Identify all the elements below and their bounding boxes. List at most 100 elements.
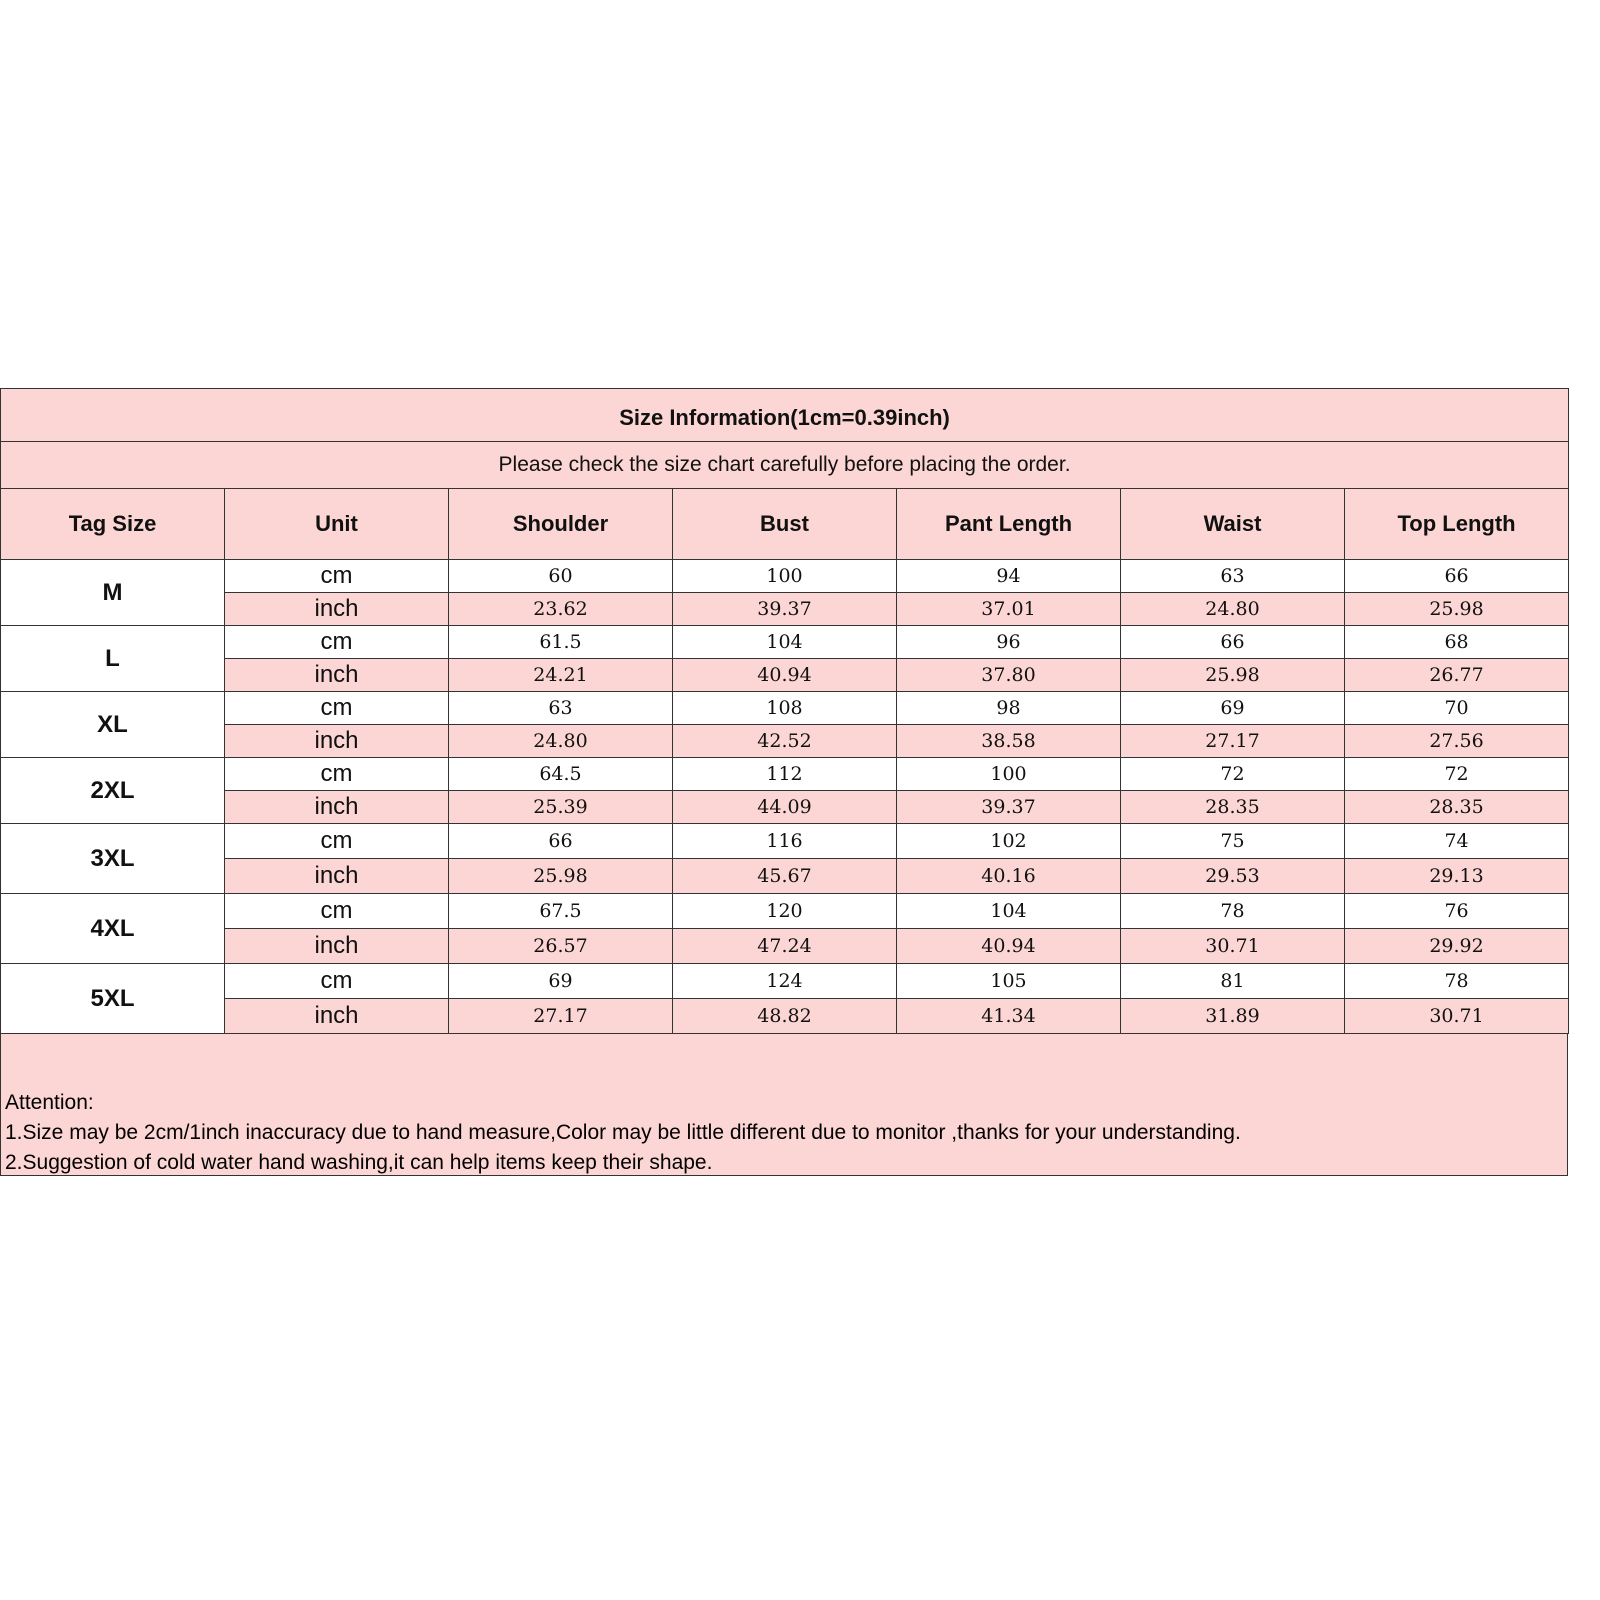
measurement: 124 — [672, 963, 897, 999]
measurement: 100 — [672, 559, 897, 593]
measurement: 31.89 — [1120, 998, 1345, 1034]
measurement: 45.67 — [672, 858, 897, 894]
measurement: 68 — [1343, 625, 1570, 659]
data-row: 2XL cm 64.5 112 100 72 72 — [0, 757, 1570, 824]
measurement: 25.98 — [1120, 658, 1345, 692]
measurement: 104 — [672, 625, 897, 659]
unit: cm — [224, 625, 449, 659]
measurement: 64.5 — [448, 757, 673, 791]
measurement: 48.82 — [672, 998, 897, 1034]
tag-size: 5XL — [0, 963, 225, 1034]
measurement: 41.34 — [896, 998, 1121, 1034]
unit: cm — [224, 963, 449, 999]
title: Size Information(1cm=0.39inch) — [0, 388, 1570, 442]
measurement: 66 — [448, 823, 673, 859]
measurement: 102 — [896, 823, 1121, 859]
measurement: 100 — [896, 757, 1121, 791]
measurement: 61.5 — [448, 625, 673, 659]
measurement: 29.13 — [1343, 858, 1570, 894]
data-row: 3XL cm 66 116 102 75 74 — [0, 823, 1570, 894]
data-row: inch 24.80 42.52 38.58 27.17 27.56 — [1, 724, 1570, 758]
unit: cm — [224, 823, 449, 859]
measurement: 29.92 — [1343, 928, 1570, 964]
note-item: 1.Size may be 2cm/1inch inaccuracy due t… — [5, 1121, 1241, 1144]
measurement: 25.39 — [448, 790, 673, 824]
measurement: 66 — [1120, 625, 1345, 659]
measurement: 26.57 — [448, 928, 673, 964]
measurement: 23.62 — [448, 592, 673, 626]
measurement: 38.58 — [896, 724, 1121, 758]
measurement: 27.17 — [1120, 724, 1345, 758]
tag-size: 3XL — [0, 823, 225, 894]
measurement: 27.17 — [448, 998, 673, 1034]
subtitle: Please check the size chart carefully be… — [0, 441, 1570, 489]
measurement: 24.80 — [448, 724, 673, 758]
measurement: 25.98 — [1343, 592, 1570, 626]
measurement: 44.09 — [672, 790, 897, 824]
column-header: Top Length — [1343, 488, 1570, 560]
measurement: 39.37 — [896, 790, 1121, 824]
measurement: 98 — [896, 691, 1121, 725]
measurement: 104 — [896, 893, 1121, 929]
column-header: Pant Length — [896, 488, 1121, 560]
notes: Attention: 1.Size may be 2cm/1inch inacc… — [0, 1034, 1568, 1176]
measurement: 66 — [1343, 559, 1570, 593]
tag-size: M — [0, 559, 225, 626]
measurement: 42.52 — [672, 724, 897, 758]
unit: inch — [224, 724, 449, 758]
unit: inch — [224, 790, 449, 824]
measurement: 37.01 — [896, 592, 1121, 626]
size-table: Size Information(1cm=0.39inch) Please ch… — [0, 388, 1570, 1034]
data-row: inch 24.21 40.94 37.80 25.98 26.77 — [1, 658, 1570, 692]
title-row: Size Information(1cm=0.39inch) — [0, 388, 1570, 442]
notes-heading: Attention: — [5, 1091, 94, 1114]
unit: inch — [224, 858, 449, 894]
measurement: 29.53 — [1120, 858, 1345, 894]
data-row: XL cm 63 108 98 69 70 — [0, 691, 1570, 758]
data-row: 4XL cm 67.5 120 104 78 76 — [0, 893, 1570, 964]
size-chart: Size Information(1cm=0.39inch) Please ch… — [0, 388, 1570, 1176]
measurement: 74 — [1343, 823, 1570, 859]
measurement: 63 — [448, 691, 673, 725]
unit: inch — [224, 928, 449, 964]
measurement: 28.35 — [1120, 790, 1345, 824]
measurement: 28.35 — [1343, 790, 1570, 824]
measurement: 72 — [1120, 757, 1345, 791]
measurement: 40.16 — [896, 858, 1121, 894]
data-row: inch 23.62 39.37 37.01 24.80 25.98 — [1, 592, 1570, 626]
table-body: Size Information(1cm=0.39inch) Please ch… — [0, 388, 1570, 1034]
column-header: Tag Size — [0, 488, 225, 560]
measurement: 78 — [1120, 893, 1345, 929]
header-row: Tag Size Unit Shoulder Bust Pant Length Waist… — [0, 488, 1570, 560]
measurement: 40.94 — [672, 658, 897, 692]
note-item: 2.Suggestion of cold water hand washing,… — [5, 1151, 713, 1174]
unit: cm — [224, 691, 449, 725]
tag-size: 4XL — [0, 893, 225, 964]
data-row: inch 25.39 44.09 39.37 28.35 28.35 — [1, 790, 1570, 824]
measurement: 30.71 — [1120, 928, 1345, 964]
unit: inch — [224, 998, 449, 1034]
measurement: 108 — [672, 691, 897, 725]
measurement: 39.37 — [672, 592, 897, 626]
data-row: inch 25.98 45.67 40.16 29.53 29.13 — [1, 858, 1570, 894]
unit: cm — [224, 893, 449, 929]
measurement: 30.71 — [1343, 998, 1570, 1034]
measurement: 24.80 — [1120, 592, 1345, 626]
tag-size: L — [0, 625, 225, 692]
unit: inch — [224, 592, 449, 626]
measurement: 69 — [1120, 691, 1345, 725]
measurement: 63 — [1120, 559, 1345, 593]
unit: cm — [224, 559, 449, 593]
unit: inch — [224, 658, 449, 692]
data-row: inch 26.57 47.24 40.94 30.71 29.92 — [1, 928, 1570, 964]
measurement: 116 — [672, 823, 897, 859]
measurement: 60 — [448, 559, 673, 593]
measurement: 78 — [1343, 963, 1570, 999]
measurement: 96 — [896, 625, 1121, 659]
measurement: 105 — [896, 963, 1121, 999]
measurement: 37.80 — [896, 658, 1121, 692]
tag-size: 2XL — [0, 757, 225, 824]
column-header: Shoulder — [448, 488, 673, 560]
